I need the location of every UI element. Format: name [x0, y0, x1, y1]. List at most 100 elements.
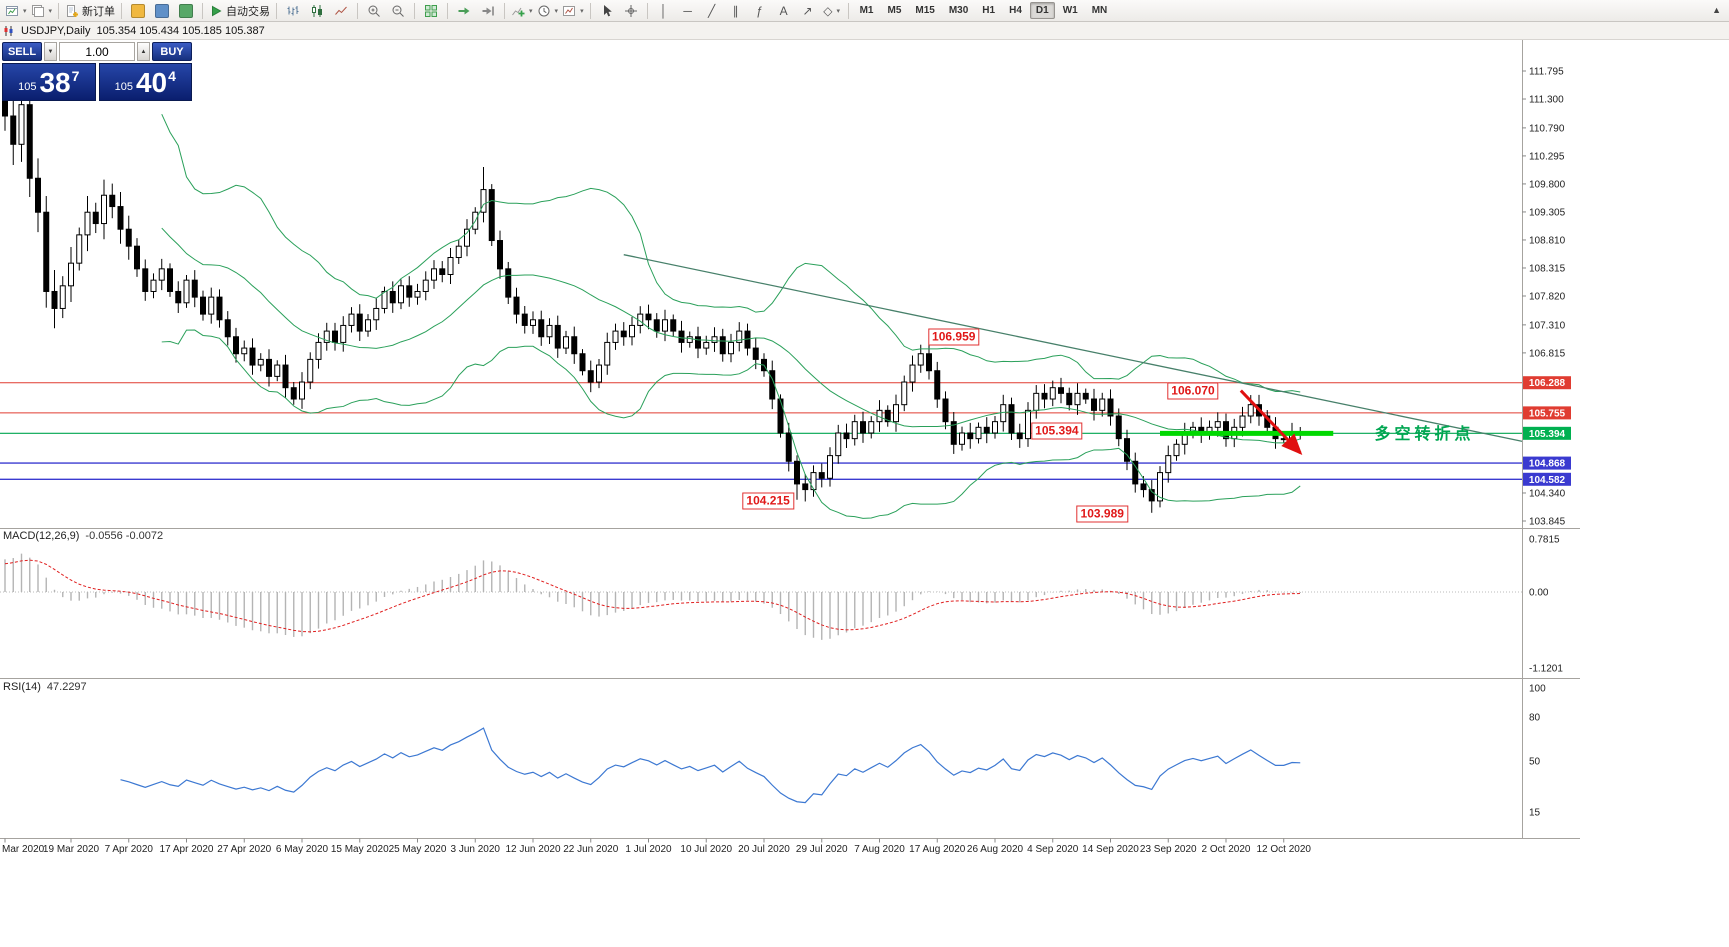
new-chart-icon [5, 4, 19, 18]
candlestick-series [2, 73, 1304, 513]
data-window-icon [155, 3, 170, 18]
svg-text:6 May 2020: 6 May 2020 [276, 844, 329, 855]
auto-scroll-button[interactable] [452, 2, 476, 20]
timeframe-m15[interactable]: M15 [915, 5, 935, 16]
svg-text:Mar 2020: Mar 2020 [2, 844, 45, 855]
toolbar-separator [646, 2, 648, 19]
svg-text:110.295: 110.295 [1529, 151, 1565, 162]
vertical-line-icon: │ [659, 3, 668, 18]
profiles-button[interactable]: ▾ [29, 2, 55, 20]
svg-text:80: 80 [1529, 713, 1541, 724]
timeframe-h1[interactable]: H1 [982, 5, 996, 16]
svg-text:109.305: 109.305 [1529, 207, 1566, 218]
svg-text:25 May 2020: 25 May 2020 [389, 844, 447, 855]
timeframe-w1[interactable]: W1 [1062, 5, 1078, 16]
svg-text:104.340: 104.340 [1529, 488, 1566, 499]
market-button[interactable] [174, 2, 198, 20]
new-order-button-label: 新订单 [82, 5, 116, 18]
timeframe-mn[interactable]: MN [1091, 5, 1108, 16]
timeframe-m30[interactable]: M30 [948, 5, 969, 16]
shapes-button[interactable]: ◇ ▾ [820, 2, 844, 20]
macd-indicator-label: MACD(12,26,9) -0.0556 -0.0072 [3, 530, 164, 542]
svg-text:109.800: 109.800 [1529, 179, 1566, 190]
svg-text:20 Jul 2020: 20 Jul 2020 [738, 844, 790, 855]
timeframe-m5[interactable]: M5 [887, 5, 902, 16]
volume-input[interactable] [59, 42, 135, 61]
svg-text:3 Jun 2020: 3 Jun 2020 [451, 844, 501, 855]
svg-text:108.315: 108.315 [1529, 263, 1566, 274]
mql5-community-button[interactable] [126, 2, 150, 20]
timeframe-d1[interactable]: D1 [1029, 2, 1055, 19]
tile-windows-icon [424, 4, 438, 18]
sell-price-pips: 38 [39, 67, 71, 98]
toolbar-separator [589, 2, 591, 19]
text-button[interactable]: A [772, 2, 796, 20]
zoom-out-icon [391, 4, 405, 18]
sell-price-panel[interactable]: 105 38 7 [2, 63, 96, 101]
svg-text:111.795: 111.795 [1529, 67, 1564, 78]
channel-icon: ∥ [732, 3, 739, 18]
svg-text:2 Oct 2020: 2 Oct 2020 [1202, 844, 1251, 855]
svg-text:106.815: 106.815 [1529, 348, 1566, 359]
buy-price-figure: 105 [114, 81, 133, 93]
bar-chart-icon [286, 4, 300, 18]
new-order-button[interactable]: 新订单 [63, 2, 117, 20]
new-order-icon [65, 4, 79, 18]
fibonacci-button[interactable]: ƒ [748, 2, 772, 20]
toolbar-separator [276, 2, 278, 19]
arrows-button[interactable]: ↗ [796, 2, 820, 20]
toolbar-separator [847, 2, 849, 19]
data-window-button[interactable] [150, 2, 174, 20]
mql5-community-icon [131, 3, 146, 18]
volume-down-button[interactable]: ▼ [44, 42, 57, 61]
chevron-down-icon: ▾ [836, 7, 840, 15]
rsi-panel: 100 80 50 15 [120, 684, 1546, 819]
trendline-button[interactable]: ╱ [700, 2, 724, 20]
buy-button[interactable]: BUY [152, 42, 192, 61]
arrows-icon: ↗ [802, 3, 813, 18]
timeframe-m1[interactable]: M1 [859, 5, 874, 16]
periods-button[interactable]: ▾ [535, 2, 561, 20]
templates-button[interactable]: ▾ [560, 2, 586, 20]
zoom-in-button[interactable] [362, 2, 386, 20]
toolbar-separator [447, 2, 449, 19]
channel-button[interactable]: ∥ [724, 2, 748, 20]
chart-title-symbol: USDJPY,Daily [21, 24, 91, 37]
svg-text:4 Sep 2020: 4 Sep 2020 [1027, 844, 1079, 855]
chevron-down-icon: ▾ [23, 7, 27, 15]
auto-trading-icon [209, 4, 223, 18]
auto-scroll-icon [457, 4, 471, 18]
candlestick-chart-button[interactable] [305, 2, 329, 20]
svg-text:106.288: 106.288 [1529, 378, 1566, 389]
chart-shift-icon [481, 4, 495, 18]
svg-text:27 Apr 2020: 27 Apr 2020 [217, 844, 271, 855]
timeframe-h4[interactable]: H4 [1009, 5, 1022, 16]
horizontal-line-button[interactable]: ─ [676, 2, 700, 20]
sell-button[interactable]: SELL [2, 42, 42, 61]
bar-chart-button[interactable] [281, 2, 305, 20]
crosshair-button[interactable] [619, 2, 643, 20]
trendline-icon: ╱ [707, 3, 716, 18]
buy-price-panel[interactable]: 105 40 4 [98, 63, 192, 101]
auto-trading-button[interactable]: 自动交易 [207, 2, 272, 20]
chart-title-ohlc: 105.354 105.434 105.185 105.387 [96, 24, 265, 37]
sell-price-point: 7 [71, 68, 80, 84]
chart-shift-button[interactable] [476, 2, 500, 20]
market-icon [179, 3, 194, 18]
volume-up-button[interactable]: ▲ [137, 42, 150, 61]
sell-price-figure: 105 [18, 81, 37, 93]
tile-windows-button[interactable] [419, 2, 443, 20]
toolbar-overflow-button[interactable]: ▲ [1712, 5, 1721, 15]
indicators-button[interactable]: ▾ [509, 2, 535, 20]
indicators-icon [511, 4, 525, 18]
horizontal-line-icon: ─ [683, 3, 692, 18]
vertical-line-button[interactable]: │ [652, 2, 676, 20]
toolbar: ▾ ▾ 新订单 自动交易 ▾ ▾ ▾ │ ─ ╱ ∥ ƒ A ↗ ◇ ▾ M1 M5 M15 M30 H1 H4 D1 W1 M… [0, 0, 1729, 22]
cursor-button[interactable] [595, 2, 619, 20]
svg-text:108.810: 108.810 [1529, 235, 1566, 246]
new-chart-button[interactable]: ▾ [3, 2, 29, 20]
zoom-out-button[interactable] [386, 2, 410, 20]
chevron-down-icon: ▾ [554, 7, 559, 15]
line-chart-button[interactable] [329, 2, 353, 20]
